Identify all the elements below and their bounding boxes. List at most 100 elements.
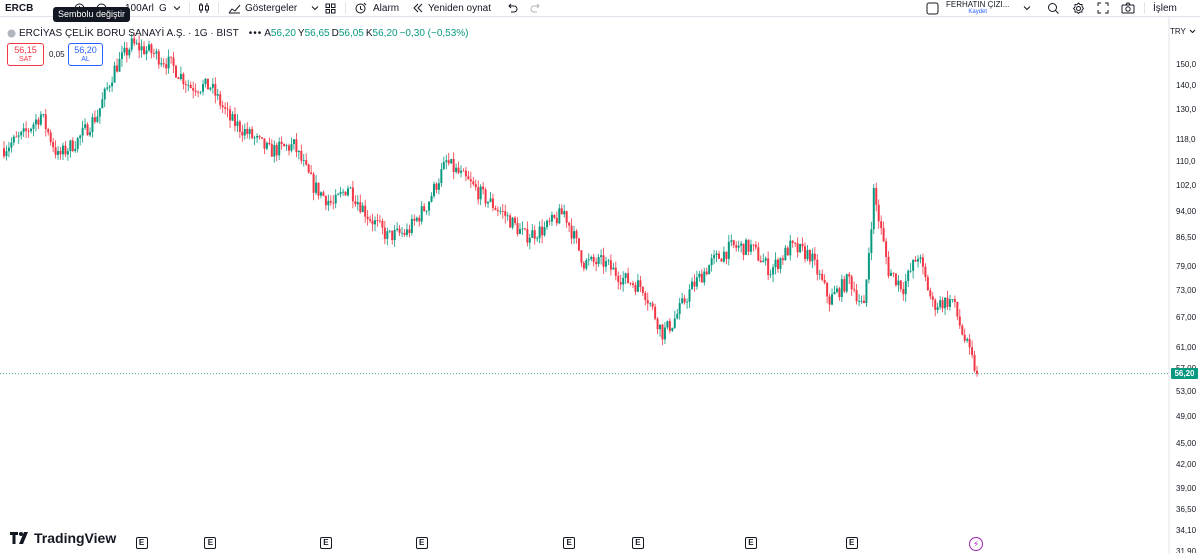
layout-name-button[interactable]: FERHATIN ÇIZI... Kaydet (946, 0, 1009, 16)
layouts-button[interactable] (325, 0, 336, 16)
candle (76, 137, 79, 153)
candle (462, 168, 465, 172)
price-tick: 79,00 (1176, 261, 1197, 271)
candle (725, 251, 728, 265)
candle (732, 239, 735, 249)
quick-search-button[interactable] (1047, 0, 1060, 16)
candle (840, 274, 843, 303)
ohlc-open: A56,20 (264, 27, 296, 39)
replay-button[interactable]: Yeniden oynat (412, 0, 491, 16)
trade-button[interactable]: İşlem (1153, 0, 1177, 16)
redo-button[interactable] (530, 0, 542, 16)
candle (794, 241, 797, 247)
symbol-search[interactable]: ERCB (5, 0, 33, 16)
candle (354, 195, 357, 207)
candle (784, 244, 787, 261)
candle (727, 234, 730, 266)
candle (155, 48, 158, 60)
candle (479, 184, 482, 206)
snapshot-button[interactable] (1121, 0, 1135, 16)
candle (22, 122, 25, 137)
candle (791, 240, 794, 248)
price-tick: 130,0 (1176, 104, 1197, 114)
buy-button[interactable]: 56,20 AL (68, 43, 103, 66)
candle (437, 178, 440, 195)
sell-button[interactable]: 56,15 SAT (7, 43, 44, 66)
indicators-icon (228, 4, 241, 14)
candle (467, 170, 470, 180)
candle (767, 251, 770, 280)
candle (162, 58, 165, 68)
candle (656, 316, 659, 335)
candle (582, 261, 585, 272)
candle (12, 134, 15, 146)
candle (327, 194, 330, 212)
legend-more-button[interactable]: ••• (248, 27, 263, 39)
candle (49, 129, 52, 146)
earnings-marker[interactable]: E (415, 537, 428, 549)
candle (951, 299, 954, 303)
earnings-marker[interactable]: E (563, 537, 576, 549)
currency-selector[interactable]: TRY (1170, 27, 1196, 36)
candle (592, 253, 595, 267)
candle (103, 87, 106, 108)
candle (740, 240, 743, 253)
candle (804, 242, 807, 263)
candle (531, 224, 534, 238)
candle (150, 43, 153, 59)
layout-dropdown[interactable] (1023, 0, 1031, 16)
candle (956, 301, 959, 321)
candle (676, 308, 679, 320)
legend-title[interactable]: ERCİYAS ÇELİK BORU SANAYİ A.Ş. · 1G · BI… (19, 27, 239, 39)
candle (523, 227, 526, 231)
candle (971, 340, 974, 359)
candle (509, 213, 512, 228)
price-chart[interactable] (0, 17, 1200, 553)
candle (693, 274, 696, 292)
price-tick: 42,00 (1176, 460, 1197, 470)
alert-button[interactable]: Alarm (354, 0, 399, 16)
candle (715, 250, 718, 263)
candle (745, 238, 748, 256)
chart-area[interactable] (0, 17, 1200, 553)
candle (963, 328, 966, 343)
interval-dropdown[interactable] (173, 0, 181, 16)
earnings-marker[interactable]: E (135, 537, 148, 549)
candle (659, 324, 662, 337)
earnings-marker[interactable]: E (204, 537, 217, 549)
interval-g-button[interactable]: G (159, 0, 167, 16)
candle (786, 245, 789, 256)
ohlc-change: −0,30 (−0,53%) (399, 27, 469, 39)
fullscreen-button[interactable] (1097, 0, 1109, 16)
earnings-marker[interactable]: E (319, 537, 332, 549)
candle (892, 272, 895, 278)
indicators-button[interactable]: Göstergeler (228, 0, 319, 16)
candle (189, 81, 192, 89)
candle (870, 221, 873, 261)
candle (742, 243, 745, 261)
interval-button[interactable]: 100Arl (125, 0, 154, 16)
candle (936, 302, 939, 314)
candle (917, 255, 920, 268)
candle (241, 124, 244, 142)
undo-button[interactable] (506, 0, 518, 16)
candle (54, 140, 57, 159)
candle (838, 286, 841, 301)
candle (371, 213, 374, 232)
tradingview-logo[interactable]: TradingView (10, 530, 116, 546)
lightning-icon[interactable]: ⚡ (969, 537, 983, 551)
candle (123, 41, 126, 56)
candle (563, 204, 566, 218)
candle (845, 273, 848, 294)
earnings-marker[interactable]: E (631, 537, 644, 549)
candle (315, 175, 318, 196)
earnings-marker[interactable]: E (845, 537, 858, 549)
chart-type-button[interactable] (198, 0, 210, 16)
earnings-marker[interactable]: E (744, 537, 757, 549)
layout-checkbox[interactable] (926, 0, 939, 16)
candle (278, 137, 281, 161)
candle (573, 225, 576, 244)
settings-button[interactable] (1072, 0, 1085, 16)
candle (236, 114, 239, 133)
candle (268, 137, 271, 146)
